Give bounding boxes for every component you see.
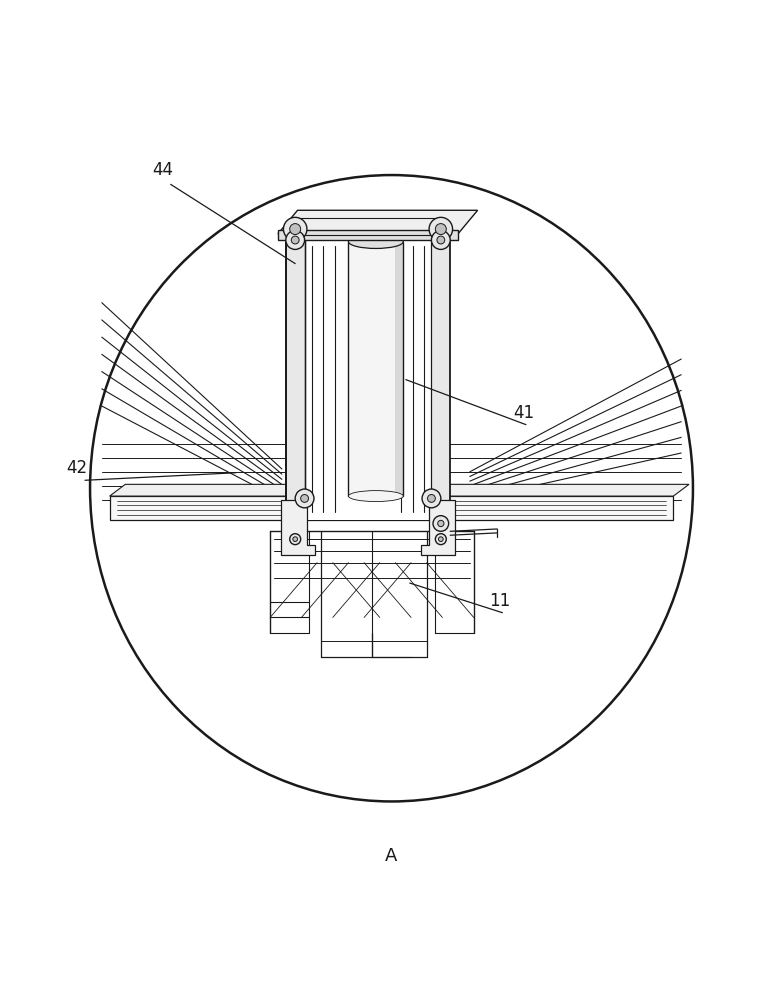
Bar [395,242,403,496]
Bar [286,230,450,520]
Circle shape [293,537,298,541]
Text: 11: 11 [489,592,511,610]
Circle shape [301,495,309,502]
Text: 44: 44 [153,161,174,179]
Circle shape [291,236,299,244]
Circle shape [438,537,443,541]
Polygon shape [421,500,455,555]
Circle shape [290,224,301,235]
Circle shape [428,495,435,502]
Text: 42: 42 [67,459,88,477]
Circle shape [438,520,444,527]
Text: 41: 41 [513,404,534,422]
Circle shape [433,516,449,531]
Circle shape [435,534,446,545]
Bar [348,242,403,496]
Polygon shape [278,210,478,234]
Ellipse shape [348,235,403,248]
Ellipse shape [348,491,403,502]
Bar [278,230,458,240]
Polygon shape [110,484,689,496]
Circle shape [429,217,453,241]
Circle shape [437,236,445,244]
Circle shape [295,489,314,508]
Circle shape [422,489,441,508]
Bar [431,230,450,520]
Polygon shape [281,500,315,555]
Text: A: A [385,847,398,865]
Circle shape [283,217,307,241]
Bar [286,230,305,520]
Bar [110,496,673,520]
Circle shape [435,224,446,235]
Circle shape [286,231,305,249]
Circle shape [431,231,450,249]
Circle shape [290,534,301,545]
